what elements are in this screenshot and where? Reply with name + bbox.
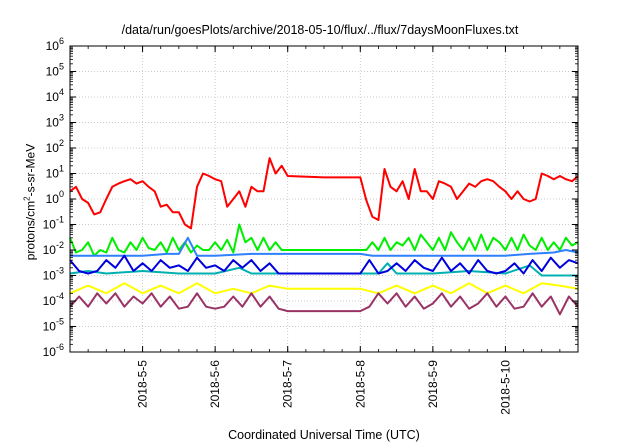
y-axis-title-rest: -s-sr-MeV [23,143,38,197]
x-tick-label: 2018-5-10 [498,360,512,415]
y-axis-title-base: protons/cm [23,200,38,261]
tick-layer: 10-6 10-5 10-4 10-3 10-2 10-1 100 101 102 103 104 1… [43,36,579,415]
y-tick-label: 10-6 [43,342,64,359]
y-tick-label: 100 [46,189,64,206]
x-tick-label: 2018-5-8 [353,360,367,408]
chart-title: /data/run/goesPlots/archive/2018-05-10/f… [121,23,519,37]
series-line-5 [69,254,579,275]
y-tick-label: 10-3 [43,266,64,283]
x-tick-label: 2018-5-5 [136,360,150,408]
series-line-6 [69,282,579,295]
plot-frame [69,45,579,353]
series-line-3 [70,236,579,257]
y-tick-label: 10-5 [43,317,64,334]
x-axis-title: Coordinated Universal Time (UTC) [228,428,420,442]
y-tick-label: 105 [46,62,64,79]
y-tick-label: 102 [46,138,64,155]
y-tick-label: 106 [46,36,64,53]
y-axis-title-sup: 2 [22,196,32,201]
x-tick-label: 2018-5-7 [281,360,295,408]
series-layer [69,157,579,316]
series-line-7 [69,292,579,316]
grid-layer [70,46,578,352]
series-line-2 [69,223,579,257]
x-tick-label: 2018-5-6 [208,360,222,408]
x-tick-label: 2018-5-9 [426,360,440,408]
series-line-1 [69,157,579,230]
y-tick-label: 10-2 [43,240,64,257]
y-tick-label: 104 [46,87,64,104]
y-tick-label: 103 [46,113,64,130]
y-tick-label: 10-1 [43,215,64,232]
y-tick-label: 10-4 [43,291,64,308]
y-tick-label: 101 [46,164,64,181]
